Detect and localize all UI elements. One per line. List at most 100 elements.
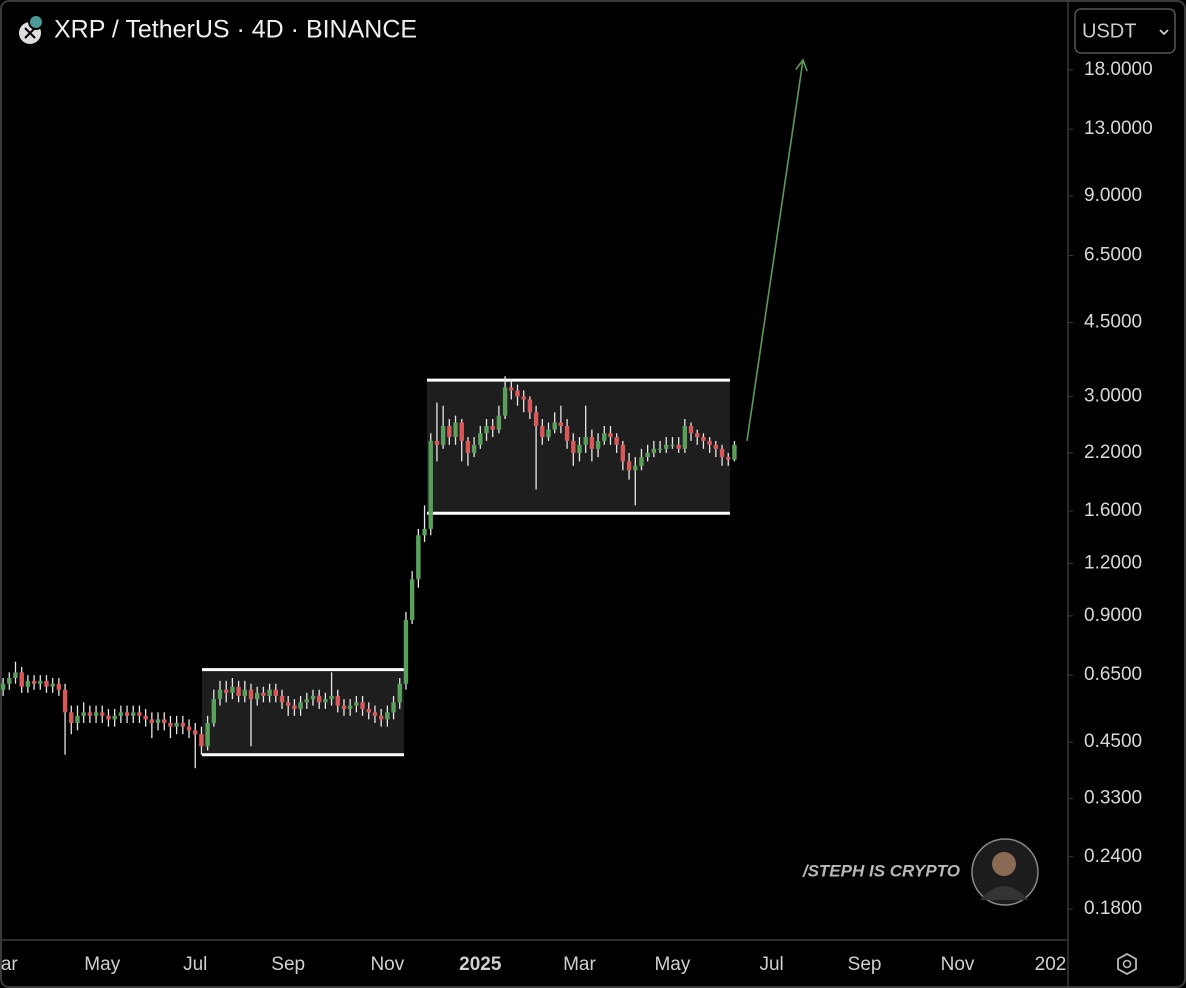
candle-body (93, 712, 99, 716)
candle-body (447, 426, 452, 438)
candle-body (403, 619, 409, 684)
candle-body (533, 412, 539, 427)
x-tick-label: Nov (370, 954, 404, 975)
candle-body (186, 726, 192, 731)
y-tick-label: 6.5000 (1084, 244, 1142, 265)
candle-body (323, 699, 328, 703)
candle-body (242, 689, 248, 696)
candle-body (137, 712, 142, 716)
currency-select[interactable]: USDT (1074, 8, 1176, 54)
projection-arrowhead (795, 58, 808, 72)
settings-button[interactable] (1117, 952, 1137, 976)
candle-body (645, 452, 650, 458)
candle-body (453, 422, 458, 438)
candle-body (521, 396, 526, 400)
candle-body (509, 387, 514, 391)
candle-body (695, 433, 700, 438)
projection-arrow (746, 59, 804, 442)
dropdown-chevron (1159, 29, 1169, 36)
candle-body (62, 689, 68, 713)
candle-body (124, 712, 130, 716)
candle-body (496, 415, 502, 430)
x-tick-label: 2025 (459, 954, 502, 975)
candle-body (199, 734, 204, 747)
candle-body (131, 712, 136, 716)
candle-body (552, 422, 557, 430)
candle-body (44, 680, 49, 687)
candle-body (298, 702, 303, 709)
candle-body (707, 440, 712, 445)
candle-body (304, 699, 309, 703)
plot-area (0, 58, 808, 769)
currency-button[interactable] (1074, 8, 1176, 54)
candle-body (434, 440, 440, 445)
candle-body (366, 708, 371, 713)
candle-body (626, 461, 632, 471)
candle-body (564, 426, 570, 441)
candle-body (75, 715, 80, 723)
candle-body (540, 426, 545, 438)
candle-body (329, 695, 334, 700)
avatar-body (980, 886, 1028, 900)
y-tick-label: 0.4500 (1084, 731, 1142, 752)
y-tick-label: 0.6500 (1084, 664, 1142, 685)
symbol-icon (19, 14, 44, 44)
candle-body (471, 444, 477, 453)
symbol-glyph (24, 27, 36, 39)
y-tick-label: 2.2000 (1084, 442, 1142, 463)
y-tick-label: 13.0000 (1084, 118, 1153, 139)
y-tick-label: 4.5000 (1084, 312, 1142, 333)
candle-body (180, 722, 186, 727)
candle-body (385, 712, 390, 720)
x-tick-label: ar (1, 954, 19, 975)
candle-body (193, 730, 198, 735)
candle-body (571, 440, 576, 453)
candle-body (106, 715, 111, 720)
candle-body (316, 695, 322, 703)
candle-body (230, 686, 235, 693)
candle-body (633, 465, 638, 471)
currency-label: USDT (1082, 20, 1136, 42)
candle-body (428, 440, 433, 529)
candle-body (25, 680, 31, 687)
candle-body (422, 528, 427, 536)
y-tick-label: 9.0000 (1084, 185, 1142, 206)
x-tick-label: May (654, 954, 690, 975)
x-tick-label: Sep (848, 954, 882, 975)
candle-body (478, 433, 483, 445)
x-tick-label: 202 (1035, 954, 1067, 975)
candle-body (0, 683, 6, 690)
candle-body (261, 692, 266, 696)
candle-body (558, 422, 564, 427)
candle-body (670, 444, 675, 447)
y-tick-label: 0.9000 (1084, 605, 1142, 626)
watermark: /STEPH IS CRYPTO (802, 861, 960, 880)
candle-body (589, 437, 595, 449)
candle-body (255, 692, 260, 700)
candle-body (81, 712, 86, 716)
settings-icon[interactable] (1117, 952, 1137, 976)
candle-body (236, 686, 241, 696)
candle-body (56, 683, 62, 690)
candle-body (267, 689, 272, 696)
y-tick-label: 0.2400 (1084, 846, 1142, 867)
candle-body (211, 699, 217, 723)
candle-body (360, 702, 365, 709)
candle-body (168, 722, 173, 727)
x-tick-label: May (84, 954, 120, 975)
candle-body (341, 705, 347, 709)
candle-body (273, 689, 278, 696)
candle-body (31, 680, 37, 684)
candle-body (713, 444, 719, 449)
candle-body (118, 712, 124, 716)
candle-body (490, 426, 495, 430)
candle-body (335, 695, 340, 706)
candle-body (87, 712, 93, 716)
candle-body (459, 422, 464, 441)
candle-body (620, 444, 626, 462)
candle-body (546, 429, 551, 438)
candle-body (502, 387, 508, 416)
candle-body (397, 683, 402, 703)
avatar (971, 838, 1039, 906)
